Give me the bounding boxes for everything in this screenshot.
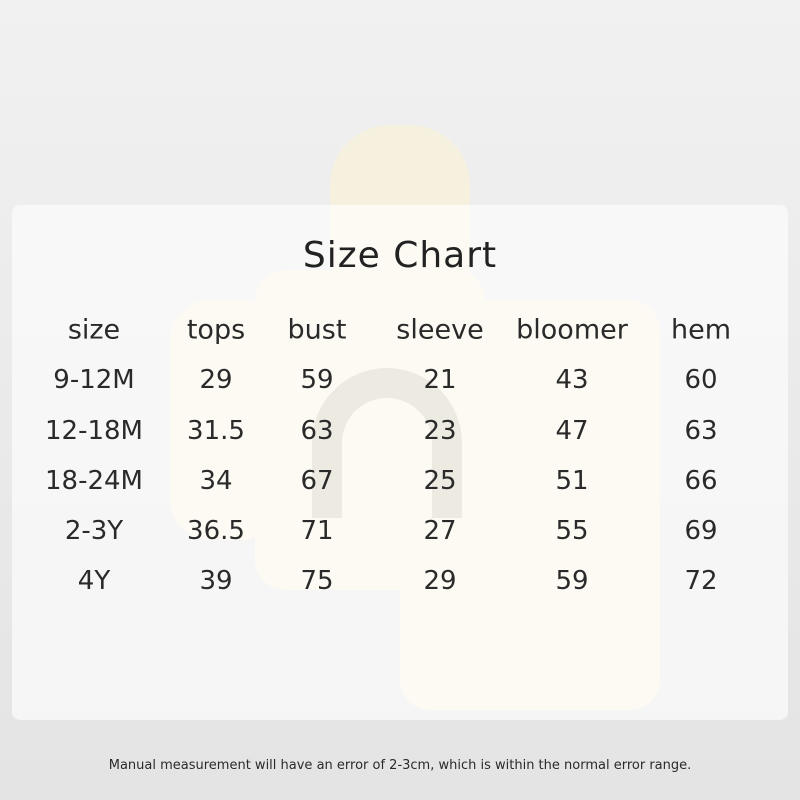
table-cell-size: 12-18M <box>45 416 143 446</box>
table-cell-sleeve: 21 <box>423 365 457 395</box>
table-cell-tops: 36.5 <box>187 516 245 546</box>
table-cell-hem: 69 <box>684 516 718 546</box>
table-cell-sleeve: 27 <box>423 516 457 546</box>
table-cell-bloomer: 59 <box>555 566 589 596</box>
column-header-size: size <box>67 314 121 346</box>
table-cell-hem: 60 <box>684 365 718 395</box>
chart-title: Size Chart <box>302 235 498 276</box>
table-cell-size: 18-24M <box>45 466 143 496</box>
table-cell-bust: 71 <box>300 516 334 546</box>
table-cell-size: 9-12M <box>53 365 135 395</box>
table-cell-bust: 67 <box>300 466 334 496</box>
table-cell-size: 4Y <box>77 566 111 596</box>
measurement-note: Manual measurement will have an error of… <box>108 758 692 773</box>
table-cell-sleeve: 25 <box>423 466 457 496</box>
table-cell-bloomer: 51 <box>555 466 589 496</box>
size-chart-panel: Size Chart <box>12 205 788 720</box>
column-header-tops: tops <box>186 314 246 346</box>
table-cell-bloomer: 47 <box>555 416 589 446</box>
column-header-sleeve: sleeve <box>396 314 484 346</box>
column-header-hem: hem <box>670 314 732 346</box>
table-cell-bust: 75 <box>300 566 334 596</box>
table-cell-size: 2-3Y <box>64 516 124 546</box>
table-cell-hem: 72 <box>684 566 718 596</box>
table-cell-bust: 59 <box>300 365 334 395</box>
table-cell-tops: 31.5 <box>187 416 245 446</box>
table-cell-bloomer: 55 <box>555 516 589 546</box>
table-cell-tops: 29 <box>199 365 233 395</box>
table-cell-hem: 63 <box>684 416 718 446</box>
table-cell-hem: 66 <box>684 466 718 496</box>
table-cell-sleeve: 23 <box>423 416 457 446</box>
table-cell-sleeve: 29 <box>423 566 457 596</box>
column-header-bloomer: bloomer <box>516 314 628 346</box>
column-header-bust: bust <box>287 314 347 346</box>
table-cell-bust: 63 <box>300 416 334 446</box>
table-cell-bloomer: 43 <box>555 365 589 395</box>
table-cell-tops: 34 <box>199 466 233 496</box>
table-cell-tops: 39 <box>199 566 233 596</box>
